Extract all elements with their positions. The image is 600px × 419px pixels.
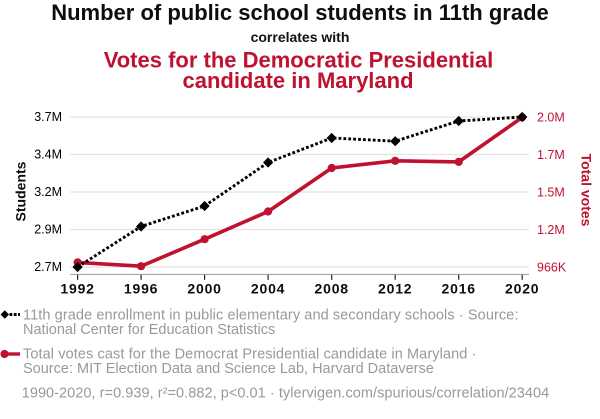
svg-text:candidate in Maryland: candidate in Maryland bbox=[182, 68, 413, 93]
svg-text:2004: 2004 bbox=[251, 281, 285, 297]
svg-text:1996: 1996 bbox=[124, 281, 158, 297]
svg-text:966K: 966K bbox=[537, 261, 567, 275]
svg-text:2.9M: 2.9M bbox=[34, 222, 62, 236]
svg-text:3.2M: 3.2M bbox=[34, 185, 62, 199]
svg-text:1992: 1992 bbox=[60, 281, 94, 297]
svg-text:Votes for the Democratic Presi: Votes for the Democratic Presidential bbox=[104, 48, 494, 73]
svg-text:correlates with: correlates with bbox=[251, 29, 350, 45]
svg-text:11th grade enrollment in publi: 11th grade enrollment in public elementa… bbox=[23, 308, 519, 324]
svg-text:2012: 2012 bbox=[378, 281, 412, 297]
svg-text:1.7M: 1.7M bbox=[537, 148, 565, 162]
svg-text:Total votes: Total votes bbox=[579, 154, 595, 227]
svg-text:2000: 2000 bbox=[187, 281, 221, 297]
svg-text:2.0M: 2.0M bbox=[537, 111, 565, 125]
svg-text:2008: 2008 bbox=[315, 281, 349, 297]
svg-text:2020: 2020 bbox=[505, 281, 539, 297]
svg-text:1.5M: 1.5M bbox=[537, 186, 565, 200]
svg-text:2.7M: 2.7M bbox=[34, 260, 62, 274]
svg-text:Total votes cast for the Democ: Total votes cast for the Democrat Presid… bbox=[23, 346, 477, 362]
svg-text:3.4M: 3.4M bbox=[34, 147, 62, 161]
svg-text:3.7M: 3.7M bbox=[34, 110, 62, 124]
svg-text:1990-2020, r=0.939, r²=0.882,: 1990-2020, r=0.939, r²=0.882, p<0.01 · t… bbox=[22, 385, 550, 401]
svg-text:2016: 2016 bbox=[442, 281, 476, 297]
svg-text:Source: MIT Election Data and: Source: MIT Election Data and Science La… bbox=[23, 361, 434, 377]
svg-text:Students: Students bbox=[13, 161, 29, 221]
svg-text:1.2M: 1.2M bbox=[537, 223, 565, 237]
svg-text:National Center for Education: National Center for Education Statistics bbox=[23, 322, 275, 338]
svg-text:Number of public school studen: Number of public school students in 11th… bbox=[51, 0, 549, 25]
